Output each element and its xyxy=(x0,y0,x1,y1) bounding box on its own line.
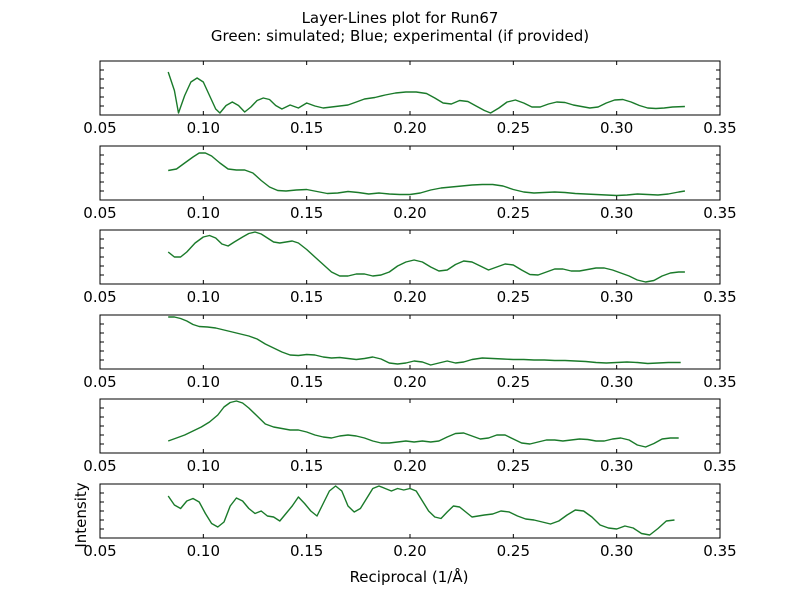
panel-3-xtick-label: 0.15 xyxy=(290,288,323,306)
panel-5-xtick-label: 0.30 xyxy=(600,457,633,475)
panel-1-xtick-label: 0.30 xyxy=(600,119,633,137)
panel-4-frame xyxy=(99,314,721,370)
panel-3-xtick-label: 0.25 xyxy=(497,288,530,306)
panel-3-xtick-label: 0.05 xyxy=(83,288,116,306)
y-axis-label: Intensity xyxy=(72,482,90,547)
panel-4-xtick-label: 0.35 xyxy=(703,373,736,391)
panel-4-xtick-label: 0.10 xyxy=(187,373,220,391)
panel-6-xtick-label: 0.35 xyxy=(703,542,736,560)
panel-1-xtick-label: 0.20 xyxy=(393,119,426,137)
panel-2-series-1-line xyxy=(168,152,686,197)
panel-2-xtick-label: 0.25 xyxy=(497,204,530,222)
panel-5-xtick-label: 0.35 xyxy=(703,457,736,475)
panel-4-xtick-label: 0.30 xyxy=(600,373,633,391)
panel-2-xtick-label: 0.15 xyxy=(290,204,323,222)
panel-5-xtick-label: 0.10 xyxy=(187,457,220,475)
panel-1-frame xyxy=(99,60,721,116)
panel-1-xtick-label: 0.15 xyxy=(290,119,323,137)
panel-5-xtick-label: 0.05 xyxy=(83,457,116,475)
panel-3-xtick-label: 0.10 xyxy=(187,288,220,306)
panel-4-xtick-label: 0.25 xyxy=(497,373,530,391)
panels-group: 0.05 0.10 0.15 0.20 0.25 0.30 0.35 0.05 0.10 0.15… xyxy=(83,60,737,560)
panel-6-xtick-label: 0.05 xyxy=(83,542,116,560)
panel-6-xtick-label: 0.15 xyxy=(290,542,323,560)
panel-6-frame xyxy=(99,483,721,539)
panel-4-xtick-label: 0.15 xyxy=(290,373,323,391)
panel-3: 0.05 0.10 0.15 0.20 0.25 0.30 0.35 xyxy=(83,229,737,306)
panel-5-xtick-label: 0.15 xyxy=(290,457,323,475)
figure-title-line2: Green: simulated; Blue; experimental (if… xyxy=(211,27,589,45)
panel-4: 0.05 0.10 0.15 0.20 0.25 0.30 0.35 xyxy=(83,314,737,391)
panel-2: 0.05 0.10 0.15 0.20 0.25 0.30 0.35 xyxy=(83,145,737,222)
panel-1-xtick-label: 0.05 xyxy=(83,119,116,137)
panel-3-xtick-label: 0.20 xyxy=(393,288,426,306)
panel-4-xtick-label: 0.20 xyxy=(393,373,426,391)
panel-1-xtick-label: 0.25 xyxy=(497,119,530,137)
panel-5-frame xyxy=(99,398,721,454)
panel-1-xtick-label: 0.10 xyxy=(187,119,220,137)
panel-2-xtick-label: 0.35 xyxy=(703,204,736,222)
panel-1-xtick-label: 0.35 xyxy=(703,119,736,137)
figure-title-line1: Layer-Lines plot for Run67 xyxy=(302,9,499,27)
panel-4-series-1-line xyxy=(168,316,681,366)
panel-1: 0.05 0.10 0.15 0.20 0.25 0.30 0.35 xyxy=(83,60,737,137)
panel-5-series-1-line xyxy=(167,400,679,448)
panel-3-xtick-label: 0.35 xyxy=(703,288,736,306)
panel-2-xtick-label: 0.20 xyxy=(393,204,426,222)
panel-4-xtick-label: 0.05 xyxy=(83,373,116,391)
panel-6-xtick-label: 0.10 xyxy=(187,542,220,560)
panel-5-xtick-label: 0.20 xyxy=(393,457,426,475)
panel-6-xtick-label: 0.25 xyxy=(497,542,530,560)
panel-2-frame xyxy=(99,145,721,201)
panel-6: 0.05 0.10 0.15 0.20 0.25 0.30 0.35 xyxy=(83,483,737,560)
panel-2-xtick-label: 0.10 xyxy=(187,204,220,222)
panel-6-xtick-label: 0.20 xyxy=(393,542,426,560)
panel-5-xtick-label: 0.25 xyxy=(497,457,530,475)
panel-5: 0.05 0.10 0.15 0.20 0.25 0.30 0.35 xyxy=(83,398,737,475)
x-axis-label: Reciprocal (1/Å) xyxy=(350,567,469,586)
panel-3-series-1-line xyxy=(167,231,685,283)
panel-1-series-1-line xyxy=(167,71,685,114)
panel-6-series-1-line xyxy=(167,485,675,536)
panel-2-xtick-label: 0.30 xyxy=(600,204,633,222)
panel-6-xtick-label: 0.30 xyxy=(600,542,633,560)
panel-2-xtick-label: 0.05 xyxy=(83,204,116,222)
panel-3-xtick-label: 0.30 xyxy=(600,288,633,306)
